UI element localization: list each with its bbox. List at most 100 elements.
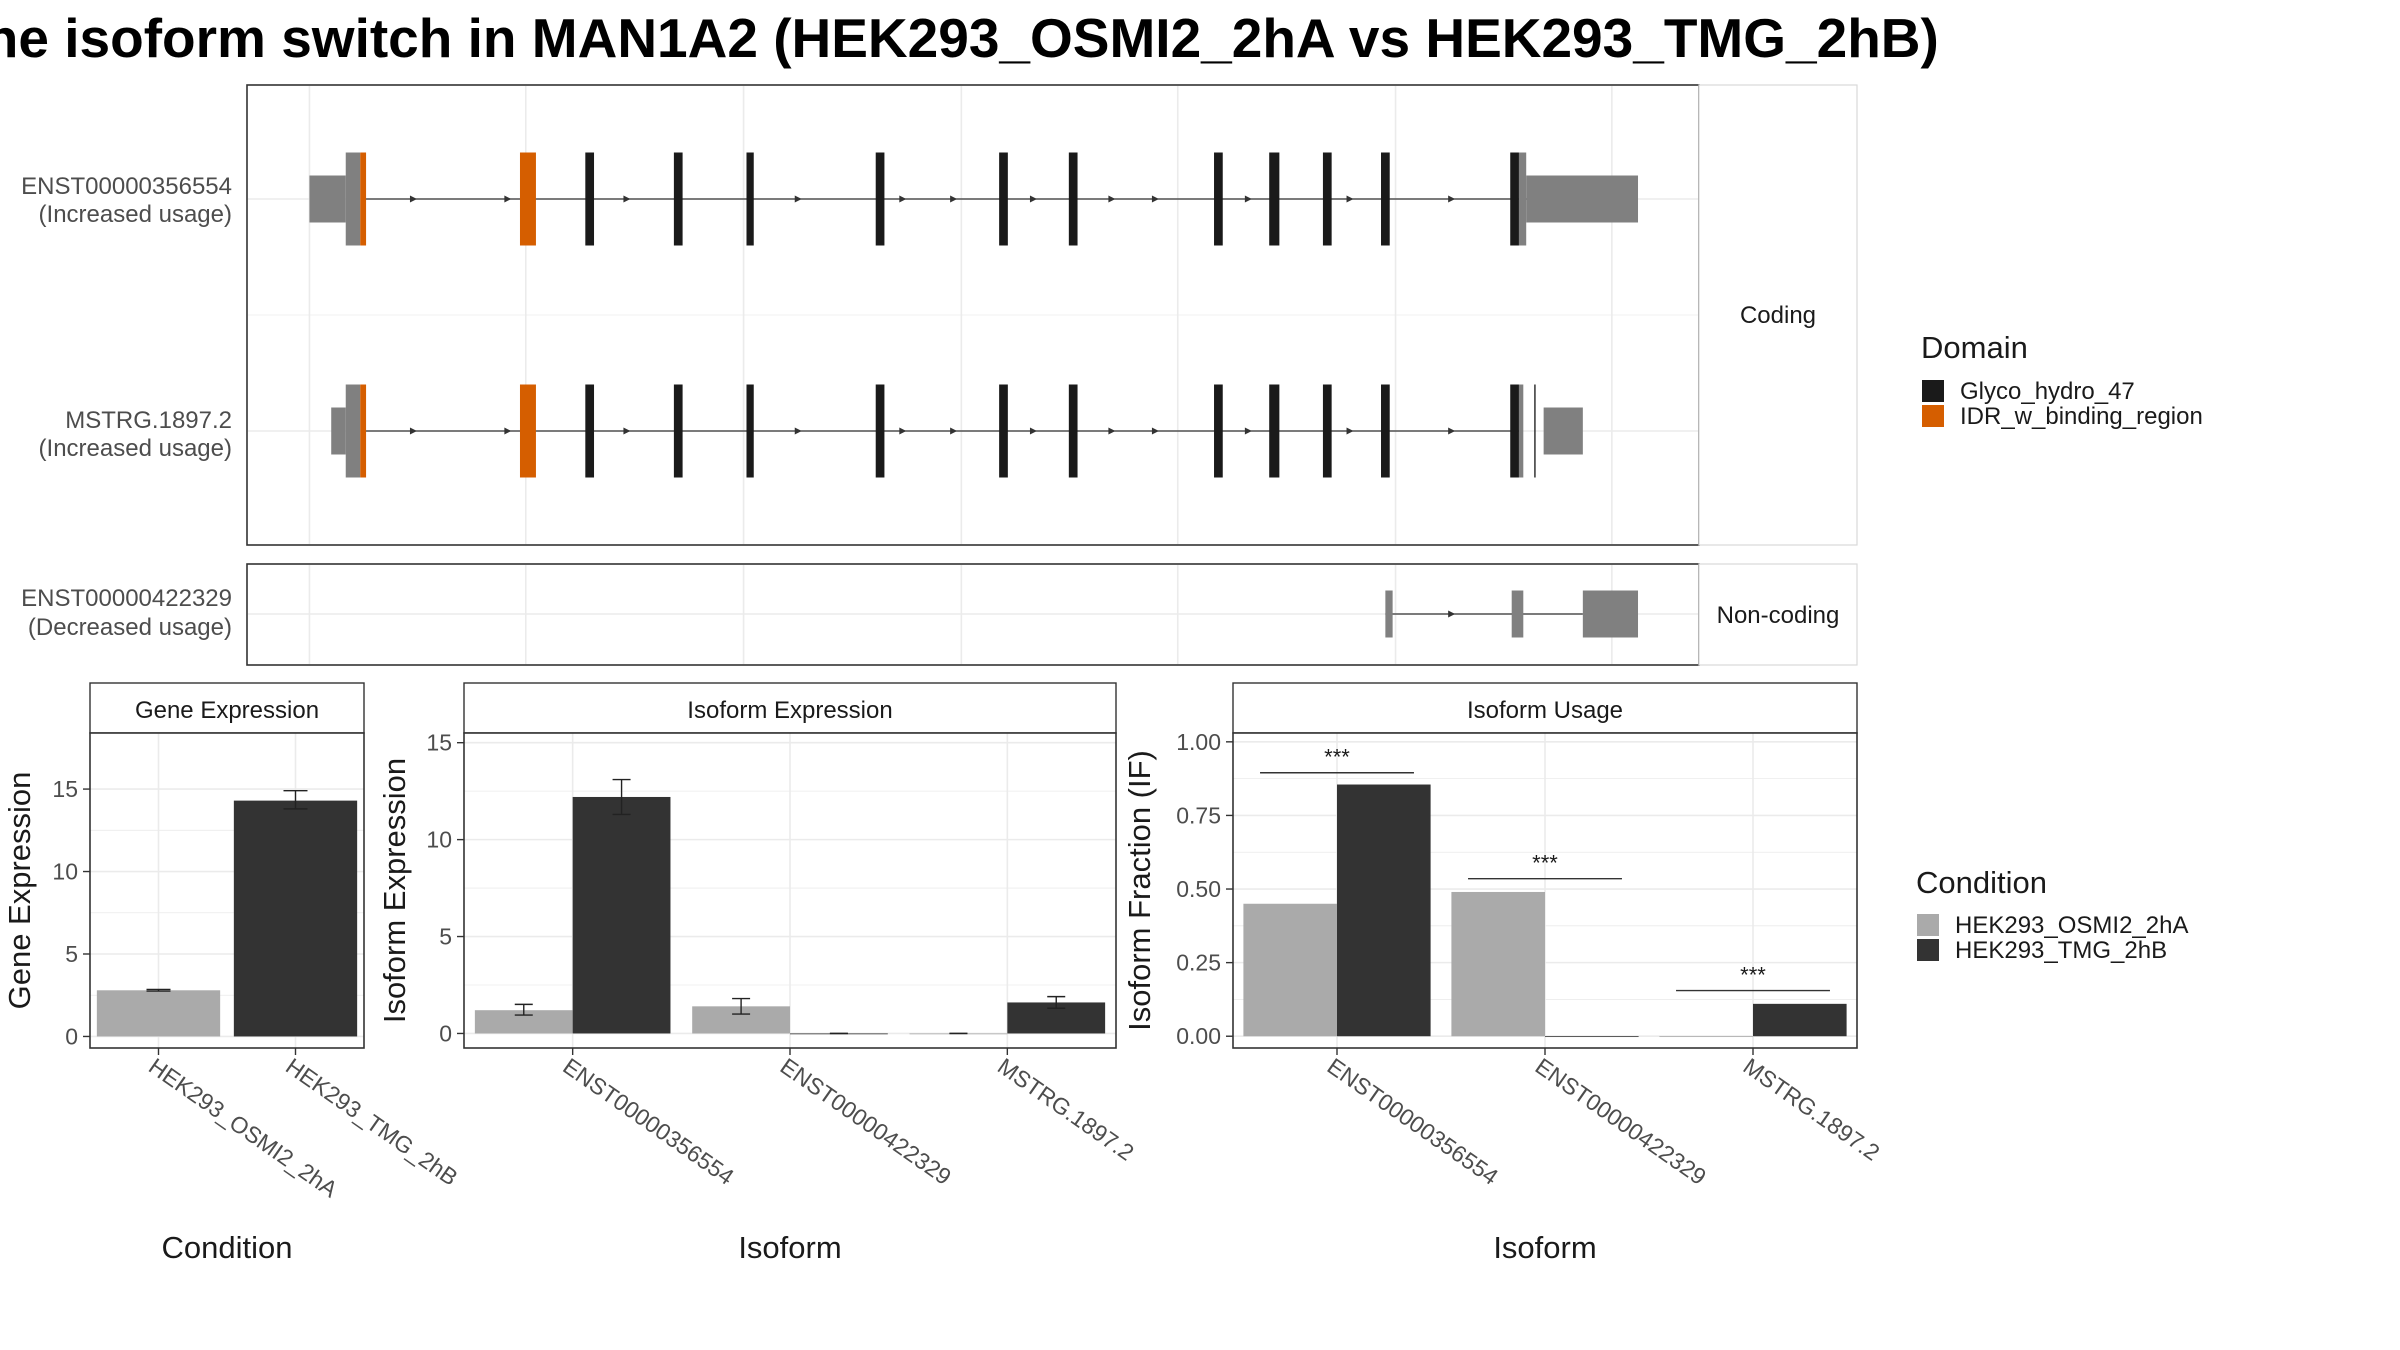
glyco-exon	[1068, 384, 1078, 478]
domain-legend-title: Domain	[1921, 330, 2028, 365]
y-tick-label: 5	[65, 941, 78, 967]
glyco-exon	[1214, 152, 1223, 246]
panel-frame	[89, 732, 365, 1049]
glyco-exon	[999, 152, 1008, 246]
transcript-labels: ENST00000356554 (Increased usage) MSTRG.…	[21, 173, 232, 641]
significance-label: ***	[1740, 963, 1766, 988]
bar	[1659, 1036, 1753, 1038]
bar	[572, 796, 671, 1034]
strand-arrow	[1448, 427, 1456, 435]
utr-exon	[1518, 152, 1527, 246]
glyco-exon	[1510, 152, 1519, 246]
utr-exon	[345, 152, 361, 246]
glyco-exon	[673, 152, 683, 246]
utr-exon	[1518, 384, 1524, 478]
y-tick-label: 15	[426, 730, 452, 756]
coding-facet-strip	[1698, 84, 1858, 546]
glyco-exon	[585, 152, 595, 246]
x-tick-label: ENST00000356554	[558, 1053, 739, 1190]
strand-arrow	[1029, 195, 1037, 203]
x-tick-label: ENST00000356554	[1323, 1053, 1504, 1190]
glyco-exon	[1510, 384, 1519, 478]
x-axis-title: Isoform	[1493, 1230, 1596, 1265]
panel-title: Isoform Usage	[1467, 697, 1623, 724]
utr-exon	[309, 175, 346, 223]
isoform-usage-panel: Isoform Usage 0.00 0.25 0.50 0.75 1.00 *** *** *…	[1122, 682, 1884, 1265]
legend-label-cond1: HEK293_OSMI2_2hA	[1955, 912, 2188, 939]
panel-title: Isoform Expression	[687, 697, 892, 724]
x-tick-label: ENST00000422329	[1531, 1053, 1711, 1190]
strand-arrow	[1346, 427, 1354, 435]
utr-exon	[1526, 175, 1639, 223]
glyco-exon	[999, 384, 1008, 478]
strand-arrow	[409, 195, 417, 203]
significance-label: ***	[1532, 851, 1558, 876]
transcript-change-label: (Increased usage)	[39, 435, 232, 462]
glyco-exon	[746, 384, 754, 478]
utr-exon	[1385, 590, 1393, 638]
strand-arrow	[504, 195, 512, 203]
bar	[1753, 1003, 1847, 1037]
strand-arrow	[794, 195, 802, 203]
bar	[1337, 784, 1431, 1037]
y-axis-title: Isoform Fraction (IF)	[1122, 750, 1157, 1031]
utr-exon	[345, 384, 361, 478]
strand-arrow	[1029, 427, 1037, 435]
legend-key-cond1	[1917, 914, 1939, 936]
bar	[1451, 891, 1545, 1037]
utr-exon	[1543, 407, 1583, 455]
facet-label-coding: Coding	[1740, 302, 1816, 329]
y-tick-label: 0.00	[1176, 1023, 1221, 1049]
figure-title: The isoform switch in MAN1A2 (HEK293_OSM…	[0, 7, 1939, 69]
glyco-exon	[875, 152, 885, 246]
strand-arrow	[950, 195, 958, 203]
strand-arrow	[1448, 195, 1456, 203]
y-tick-label: 10	[52, 859, 78, 885]
utr-exon	[1582, 590, 1639, 638]
glyco-exon	[1322, 384, 1332, 478]
utr-exon	[331, 407, 346, 455]
glyco-exon	[1381, 384, 1390, 478]
x-axis-title: Condition	[162, 1230, 293, 1265]
transcript-change-label: (Decreased usage)	[28, 614, 232, 641]
glyco-exon	[1381, 152, 1390, 246]
strand-arrow	[1244, 427, 1252, 435]
legend-key-cond2	[1917, 939, 1939, 961]
y-tick-label: 0.25	[1176, 950, 1221, 976]
significance-label: ***	[1324, 745, 1350, 770]
idr-exon	[360, 152, 367, 246]
facet-strip	[1232, 682, 1858, 734]
idr-exon	[519, 384, 536, 478]
glyco-exon	[673, 384, 683, 478]
idr-exon	[519, 152, 536, 246]
strand-arrow	[1151, 195, 1159, 203]
isoform-expression-panel: Isoform Expression 0 5 10 15 ENST00000356554 E…	[377, 682, 1139, 1265]
legend-key-glyco	[1922, 380, 1944, 402]
strand-arrow	[1108, 195, 1116, 203]
strand-arrow	[1108, 427, 1116, 435]
transcript-structures	[309, 152, 1639, 638]
condition-legend: Condition HEK293_OSMI2_2hA HEK293_TMG_2h…	[1916, 865, 2188, 964]
glyco-exon	[1322, 152, 1332, 246]
transcript-id-label: ENST00000356554	[21, 173, 232, 200]
glyco-exon	[585, 384, 595, 478]
strand-arrow	[504, 427, 512, 435]
x-tick-label: ENST00000422329	[776, 1053, 956, 1190]
strand-arrow	[409, 427, 417, 435]
bar	[1545, 1036, 1639, 1038]
domain-legend: Domain Glyco_hydro_47 IDR_w_binding_regi…	[1921, 330, 2203, 430]
idr-exon	[360, 384, 367, 478]
y-tick-label: 0.50	[1176, 876, 1221, 902]
strand-arrow	[623, 427, 631, 435]
strand-arrow	[899, 195, 907, 203]
y-tick-label: 0	[65, 1023, 78, 1049]
condition-legend-title: Condition	[1916, 865, 2047, 900]
glyco-exon	[875, 384, 885, 478]
glyco-exon	[1269, 152, 1280, 246]
y-axis-title: Isoform Expression	[377, 758, 412, 1023]
noncoding-facet-strip	[1698, 563, 1858, 666]
x-axis-title: Isoform	[738, 1230, 841, 1265]
legend-label-glyco: Glyco_hydro_47	[1960, 378, 2135, 405]
glyco-exon	[1068, 152, 1078, 246]
strand-arrow	[623, 195, 631, 203]
